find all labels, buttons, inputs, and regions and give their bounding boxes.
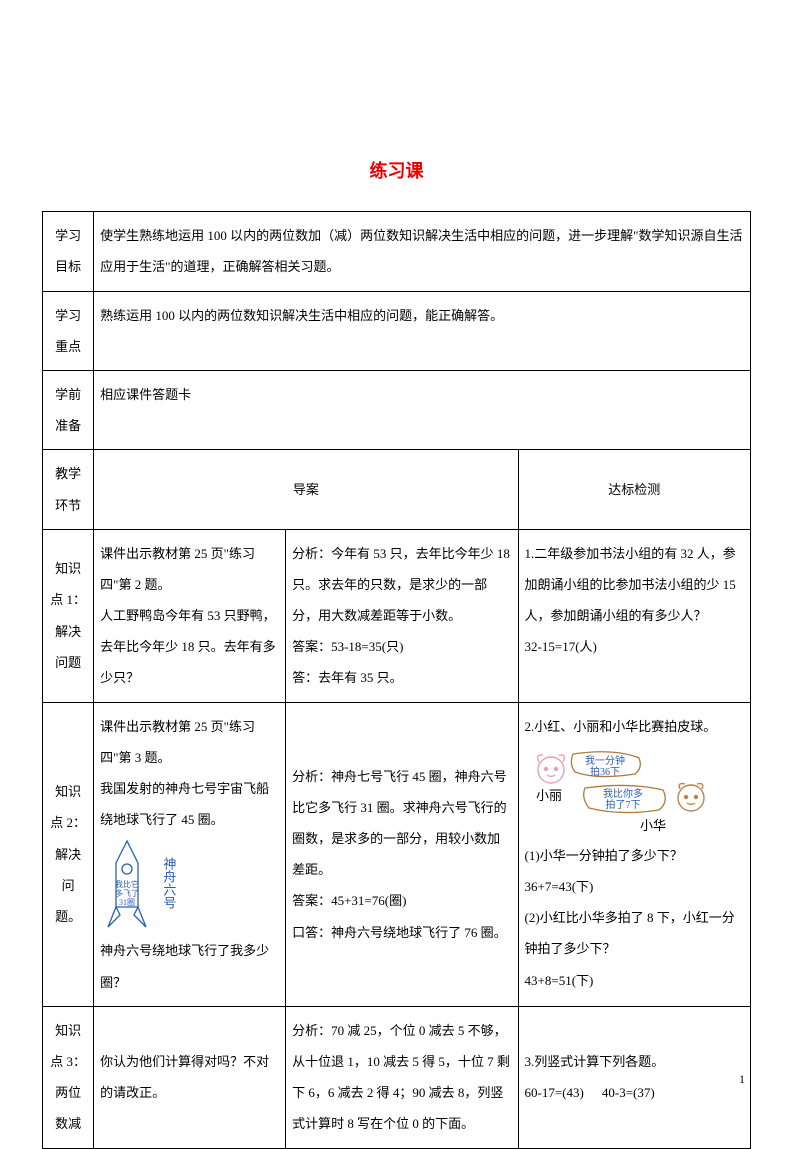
table-row: 学习重点 熟练运用 100 以内的两位数知识解决生活中相应的问题，能正确解答。 [43,291,751,370]
table-row: 知识点 3：两位数减 你认为他们计算得对吗？不对的请改正。 分析：70 减 25… [43,1006,751,1148]
prep-text: 相应课件答题卡 [94,370,751,449]
kp2-c-q1: (1)小华一分钟拍了多少下？ [525,840,744,871]
svg-text:我比你多: 我比你多 [603,787,643,800]
rocket-icon: 我比它 多飞了 31圈 [100,837,154,933]
table-row: 学前准备 相应课件答题卡 [43,370,751,449]
table-row: 知识点 2：解决问题。 课件出示教材第 25 页"练习四"第 3 题。 我国发射… [43,702,751,1006]
svg-text:小华: 小华 [640,818,666,833]
svg-text:我比它: 我比它 [115,879,139,889]
table-row: 教学环节 导案 达标检测 [43,450,751,529]
kp1-col-c: 1.二年级参加书法小组的有 32 人，参加朗诵小组的比参加书法小组的少 15 人… [518,529,750,702]
svg-text:小丽: 小丽 [536,788,562,803]
kp2-col-a: 课件出示教材第 25 页"练习四"第 3 题。 我国发射的神舟七号宇宙飞船绕地球… [94,702,286,1006]
svg-text:我一分钟: 我一分钟 [585,754,625,767]
svg-text:多飞了: 多飞了 [115,888,139,898]
kp2-c-a1: 36+7=43(下) [525,871,744,902]
lesson-table: 学习目标 使学生熟练地运用 100 以内的两位数加（减）两位数知识解决生活中相应… [42,211,751,1148]
label-kp1: 知识点 1：解决问题 [43,529,94,702]
label-goal: 学习目标 [43,212,94,291]
kp2-c-q2: (2)小红比小华多拍了 8 下，小红一分钟拍了多少下？ [525,902,744,964]
kp3-c-line1: 3.列竖式计算下列各题。 [525,1046,744,1077]
page-number: 1 [739,1065,745,1094]
kp3-col-c: 3.列竖式计算下列各题。 60-17=(43)40-3=(37) [518,1006,750,1148]
label-segment: 教学环节 [43,450,94,529]
kp3-c-line2: 60-17=(43)40-3=(37) [525,1077,744,1108]
page-title: 练习课 [42,150,751,193]
goal-text: 使学生熟练地运用 100 以内的两位数加（减）两位数知识解决生活中相应的问题，进… [94,212,751,291]
kp1-col-b: 分析：今年有 53 只，去年比今年少 18 只。求去年的只数，是求少的一部分，用… [286,529,518,702]
kp2-c-a2: 43+8=51(下) [525,965,744,996]
label-prep: 学前准备 [43,370,94,449]
kp2-c-top: 2.小红、小丽和小华比赛拍皮球。 [525,711,744,742]
kp1-col-a: 课件出示教材第 25 页"练习四"第 2 题。 人工野鸭岛今年有 53 只野鸭，… [94,529,286,702]
rocket-side-label: 神舟六号 [159,857,227,914]
header-daoan: 导案 [94,450,518,529]
table-row: 学习目标 使学生熟练地运用 100 以内的两位数加（减）两位数知识解决生活中相应… [43,212,751,291]
label-kp2: 知识点 2：解决问题。 [43,702,94,1006]
kp2-a-top: 课件出示教材第 25 页"练习四"第 3 题。 我国发射的神舟七号宇宙飞船绕地球… [100,711,279,836]
kp2-col-c: 2.小红、小丽和小华比赛拍皮球。 我一分钟 拍36下 小丽 [518,702,750,1006]
kids-illustration-icon: 我一分钟 拍36下 小丽 我比你多 拍了7下 小华 [525,744,725,836]
label-focus: 学习重点 [43,291,94,370]
svg-text:31圈: 31圈 [119,898,135,907]
kp2-a-bottom: 神舟六号绕地球飞行了我多少圈？ [100,935,279,997]
focus-text: 熟练运用 100 以内的两位数知识解决生活中相应的问题，能正确解答。 [94,291,751,370]
kp2-col-b: 分析：神舟七号飞行 45 圈，神舟六号比它多飞行 31 圈。求神舟六号飞行的圈数… [286,702,518,1006]
table-row: 知识点 1：解决问题 课件出示教材第 25 页"练习四"第 2 题。 人工野鸭岛… [43,529,751,702]
svg-text:拍36下: 拍36下 [590,765,620,778]
header-dabiao: 达标检测 [518,450,750,529]
kp3-col-b: 分析：70 减 25，个位 0 减去 5 不够，从十位退 1，10 减去 5 得… [286,1006,518,1148]
kp3-col-a: 你认为他们计算得对吗？不对的请改正。 [94,1006,286,1148]
svg-text:拍了7下: 拍了7下 [605,798,640,811]
label-kp3: 知识点 3：两位数减 [43,1006,94,1148]
